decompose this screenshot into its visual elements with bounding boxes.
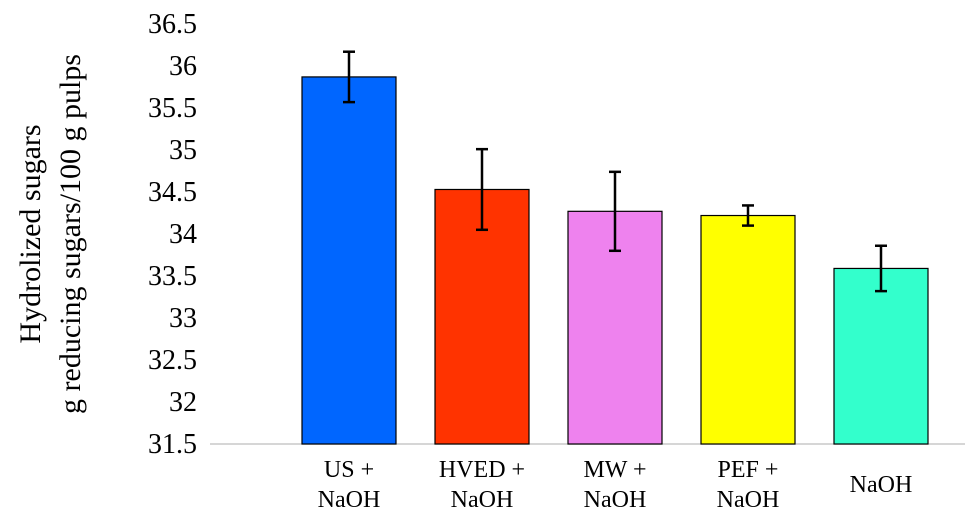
y-tick-label: 35.5	[148, 93, 197, 124]
error-bar	[343, 50, 355, 104]
bar	[434, 188, 530, 445]
y-tick-label: 36.5	[148, 9, 197, 40]
x-category-label: NaOH	[451, 487, 514, 513]
x-category-label: PEF +	[718, 457, 779, 483]
x-category-label: HVED +	[439, 457, 525, 483]
y-axis-ticks: 31.5 32 32.5 33 33.5 34 34.5 35 35.5 36 36.5	[148, 9, 197, 460]
error-bar	[609, 170, 621, 253]
x-category-label: NaOH	[850, 472, 913, 498]
y-axis-title: Hydrolized sugars g reducing sugars/100 g…	[14, 54, 87, 414]
x-axis-categories: US + NaOH HVED + NaOH MW + NaOH PEF + NaOH NaOH	[318, 457, 913, 513]
x-category-label: US +	[324, 457, 374, 483]
error-bar	[476, 147, 488, 232]
y-tick-label: 31.5	[148, 429, 197, 460]
x-category-label: MW +	[583, 457, 646, 483]
error-bars	[343, 50, 887, 293]
bar	[700, 214, 796, 445]
y-tick-label: 34	[169, 219, 197, 250]
y-tick-label: 36	[169, 51, 197, 82]
y-tick-label: 33	[169, 303, 197, 334]
y-axis-title-line: g reducing sugars/100 g pulps	[54, 54, 87, 414]
x-category-label: NaOH	[717, 487, 780, 513]
y-tick-label: 32.5	[148, 345, 197, 376]
x-category-label: NaOH	[318, 487, 381, 513]
y-tick-label: 34.5	[148, 177, 197, 208]
y-tick-label: 35	[169, 135, 197, 166]
y-axis-title-line: Hydrolized sugars	[14, 124, 47, 343]
y-tick-label: 33.5	[148, 261, 197, 292]
bar	[833, 267, 929, 445]
x-category-label: NaOH	[584, 487, 647, 513]
error-bar	[875, 244, 887, 293]
bar	[301, 76, 397, 445]
error-bar	[742, 204, 754, 227]
y-tick-label: 32	[169, 387, 197, 418]
bars	[301, 76, 929, 445]
